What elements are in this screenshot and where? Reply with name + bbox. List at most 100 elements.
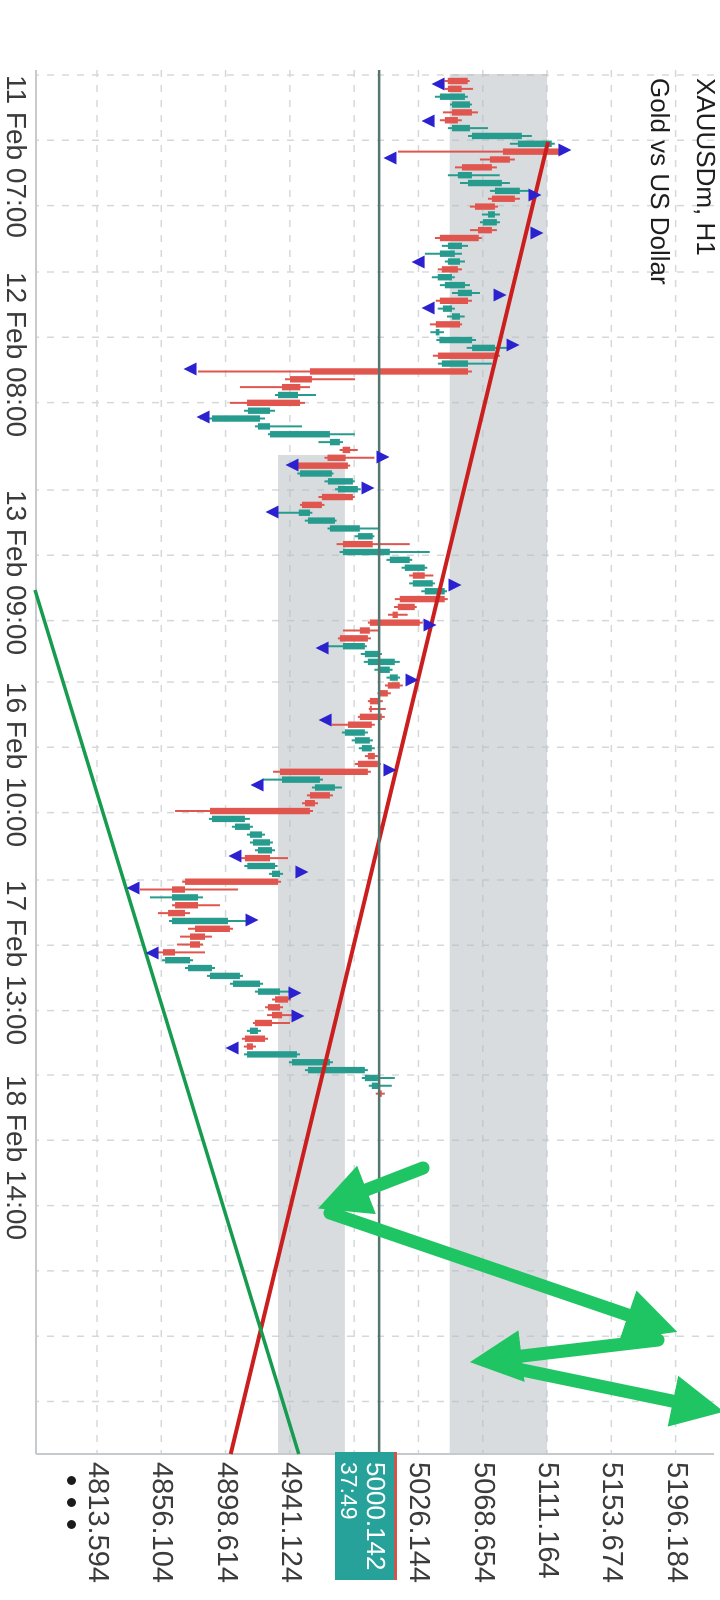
trade-arrow-up-icon	[493, 288, 507, 302]
price-axis-label: 5153.674	[596, 1462, 629, 1583]
candle-bull	[451, 313, 460, 320]
candle-bull	[451, 124, 470, 132]
candle-bear	[435, 321, 460, 328]
candle-bull	[357, 533, 373, 540]
candle-bull	[361, 745, 372, 752]
dot-icon	[67, 1520, 76, 1529]
candle-bull	[337, 486, 358, 493]
candle-bull	[172, 894, 199, 901]
candle-bull	[457, 289, 472, 297]
candle-bear	[359, 713, 382, 721]
trade-arrow-up-icon	[291, 1009, 305, 1023]
time-axis-label: 18 Feb 14:00	[1, 1075, 32, 1241]
candles-layer	[139, 77, 565, 1097]
candle-bear	[162, 949, 176, 956]
candle-bull	[234, 823, 250, 830]
candle-bear	[244, 854, 271, 862]
candle-bear	[271, 1011, 283, 1019]
candle-bull	[344, 729, 365, 736]
candle-bear	[397, 603, 415, 611]
time-axis-label: 13 Feb 09:00	[1, 490, 32, 656]
trade-arrow-down-icon	[265, 505, 279, 519]
candle-bull	[472, 344, 495, 352]
candle-bear	[175, 902, 199, 909]
price-axis-label: 4898.614	[210, 1462, 243, 1583]
candle-bull	[257, 847, 272, 854]
candle-bear	[369, 619, 420, 626]
candle-bear	[309, 368, 469, 375]
more-options-indicator[interactable]	[67, 1476, 76, 1529]
candle-bear	[347, 721, 372, 728]
candle-bull	[371, 1082, 379, 1089]
candle-bear	[491, 195, 515, 202]
trade-arrow-up-icon	[405, 673, 419, 687]
dot-icon	[67, 1476, 76, 1485]
candle-bull	[172, 917, 228, 925]
trade-arrow-down-icon	[225, 1041, 239, 1055]
candle-bear	[309, 792, 330, 799]
supply-zone	[449, 74, 548, 1454]
candle-bull	[435, 329, 440, 336]
candle-bear	[437, 352, 497, 359]
chart-symbol-title: XAUUSDm, H1	[691, 78, 720, 256]
candle-bear	[321, 493, 353, 501]
candle-bull	[444, 281, 465, 289]
price-axis-label: 4813.594	[82, 1462, 114, 1583]
candle-bull	[188, 964, 212, 972]
candle-bear	[298, 462, 348, 469]
candle-bear	[195, 925, 230, 932]
trade-arrow-up-icon	[558, 143, 572, 157]
candle-bear	[444, 117, 458, 124]
candle-bear	[477, 226, 492, 234]
candle-bull	[447, 242, 462, 250]
trade-arrows-layer	[126, 77, 572, 1055]
candle-bull	[494, 187, 520, 195]
candle-bear	[339, 635, 368, 642]
candle-bull	[249, 831, 263, 838]
candle-bear	[289, 376, 312, 383]
candle-bear	[168, 909, 186, 917]
candle-bear	[357, 760, 378, 768]
candle-bull	[209, 972, 240, 980]
candle-bear	[367, 752, 375, 760]
current-price-box: 5000.142 37:49	[335, 1452, 397, 1580]
trade-arrow-down-icon	[421, 114, 435, 128]
candle-bull	[278, 391, 299, 399]
candle-bull	[249, 1027, 258, 1035]
candle-bear	[280, 768, 368, 775]
candle-bull	[342, 643, 365, 650]
candle-bull	[442, 305, 452, 312]
descending-trendline	[228, 141, 550, 1455]
candle-bull	[487, 211, 495, 218]
price-axis-label: 5068.654	[467, 1462, 500, 1583]
candle-bull	[165, 957, 191, 964]
candle-bear	[489, 156, 510, 163]
candle-bull	[247, 407, 271, 414]
candle-bull	[377, 666, 390, 673]
candle-bear	[474, 203, 495, 210]
candle-bull	[471, 132, 522, 140]
candle-bull	[439, 93, 465, 100]
candle-bear	[461, 164, 492, 171]
drawn-arrow	[491, 1358, 720, 1427]
time-axis-label: 17 Feb 13:00	[1, 880, 32, 1046]
candle-bear	[342, 446, 351, 454]
candle-bull	[329, 525, 360, 532]
time-axis-label: 11 Feb 07:00	[1, 75, 32, 238]
candle-bear	[304, 800, 315, 807]
candle-bull	[354, 737, 370, 744]
price-axis-label: 5196.184	[660, 1462, 693, 1583]
candle-bull	[314, 784, 335, 791]
candle-bull	[447, 258, 460, 265]
candle-bear	[209, 807, 310, 815]
trade-arrow-down-icon	[285, 458, 299, 472]
candle-bull	[252, 839, 271, 846]
candle-bear	[399, 595, 445, 603]
trade-arrow-down-icon	[421, 301, 435, 315]
candle-bull	[211, 815, 245, 823]
trade-arrow-down-icon	[196, 410, 210, 424]
drawn-arrow	[469, 1330, 665, 1382]
